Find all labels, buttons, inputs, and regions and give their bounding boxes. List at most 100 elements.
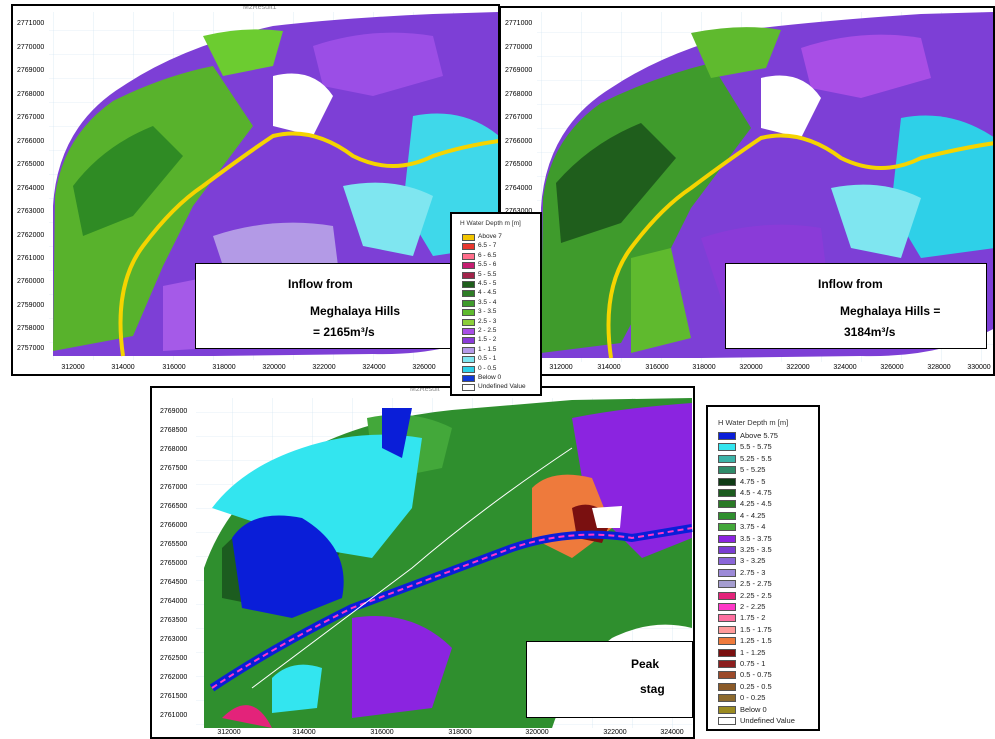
legend-swatch bbox=[718, 557, 736, 566]
y-tick: 2765500 bbox=[160, 541, 188, 548]
legend-item: 3 - 3.5 bbox=[462, 308, 542, 317]
legend-label: 3 - 3.25 bbox=[740, 556, 766, 566]
legend-item: 1.25 - 1.5 bbox=[718, 636, 818, 646]
legend-swatch bbox=[462, 346, 475, 354]
legend-swatch bbox=[718, 660, 736, 668]
legend-swatch bbox=[462, 328, 475, 335]
y-tick: 2769000 bbox=[17, 67, 45, 74]
y-tick: 2768000 bbox=[160, 446, 188, 453]
x-tick: 316000 bbox=[645, 364, 669, 371]
x-tick: 330000 bbox=[967, 364, 991, 371]
peak-stage-caption: Peak stag bbox=[526, 641, 693, 718]
y-tick: 2768500 bbox=[160, 427, 188, 434]
legend-label: 0.25 - 0.5 bbox=[740, 681, 772, 691]
legend-swatch bbox=[718, 625, 736, 634]
x-tick: 312000 bbox=[61, 364, 85, 371]
legend-swatch bbox=[462, 262, 475, 270]
y-tick: 2762000 bbox=[160, 674, 188, 681]
legend-label: Below 0 bbox=[740, 704, 767, 714]
legend-item: Above 5.75 bbox=[718, 431, 818, 441]
legend-item: 3.5 - 3.75 bbox=[718, 534, 818, 544]
x-tick: 322000 bbox=[786, 364, 810, 371]
legend-swatch bbox=[718, 546, 736, 554]
legend-label: 0.5 - 0.75 bbox=[740, 670, 772, 680]
legend-item: 3 - 3.25 bbox=[718, 556, 818, 566]
legend-item: 1.5 - 1.75 bbox=[718, 625, 818, 635]
legend-swatch bbox=[462, 356, 475, 364]
caption-line-1: Inflow from bbox=[818, 277, 883, 291]
legend-label: 1.5 - 1.75 bbox=[740, 624, 772, 634]
y-tick: 2768000 bbox=[17, 91, 45, 98]
legend-label: 5 - 5.5 bbox=[478, 270, 497, 278]
caption-line-3: 3184m³/s bbox=[844, 325, 896, 339]
legend-label: 4.5 - 5 bbox=[478, 280, 497, 287]
legend-label: 5.5 - 6 bbox=[478, 261, 497, 269]
caption-line-1: Peak bbox=[631, 657, 660, 671]
legend-label: 2.25 - 2.5 bbox=[740, 590, 772, 600]
x-tick: 312000 bbox=[217, 729, 241, 736]
y-tick: 2770000 bbox=[505, 44, 533, 51]
legend-item: 0.75 - 1 bbox=[718, 659, 818, 669]
y-tick: 2771000 bbox=[505, 20, 533, 27]
x-tick: 318000 bbox=[212, 364, 236, 371]
legend-swatch bbox=[462, 234, 475, 241]
legend-item: 0.25 - 0.5 bbox=[718, 682, 818, 692]
y-tick: 2766000 bbox=[160, 522, 188, 529]
legend-swatch bbox=[718, 705, 736, 714]
legend-label: 2 - 2.5 bbox=[478, 327, 497, 334]
x-tick: 318000 bbox=[448, 729, 472, 736]
y-tick: 2768000 bbox=[505, 91, 533, 98]
legend-swatch bbox=[718, 671, 736, 680]
legend-label: 1.25 - 1.5 bbox=[740, 636, 772, 646]
legend-item: 5 - 5.5 bbox=[462, 271, 542, 279]
legend-item: Undefined Value bbox=[718, 716, 818, 726]
x-tick: 324000 bbox=[833, 364, 857, 371]
y-tick: 2764000 bbox=[160, 598, 188, 605]
legend-item: 4.5 - 4.75 bbox=[718, 488, 818, 498]
legend-label: 4.75 - 5 bbox=[740, 476, 766, 486]
legend-label: 6 - 6.5 bbox=[478, 251, 497, 259]
map-title: M2Result bbox=[410, 386, 440, 393]
legend-item: 0.5 - 0.75 bbox=[718, 670, 818, 680]
legend-item: 0 - 0.25 bbox=[718, 693, 818, 703]
legend-label: 6.5 - 7 bbox=[478, 242, 497, 250]
legend-label: 2.5 - 2.75 bbox=[740, 579, 772, 589]
legend-swatch bbox=[718, 477, 736, 486]
legend-swatch bbox=[462, 384, 475, 392]
legend-item: 2.25 - 2.5 bbox=[718, 591, 818, 601]
x-tick: 326000 bbox=[880, 364, 904, 371]
y-tick: 2769000 bbox=[160, 408, 188, 415]
legend-label: 5.25 - 5.5 bbox=[740, 453, 772, 463]
x-tick: 322000 bbox=[312, 364, 336, 371]
legend-swatch bbox=[462, 290, 475, 298]
y-tick: 2765000 bbox=[160, 560, 188, 567]
y-tick: 2757000 bbox=[17, 345, 45, 352]
legend-label: 2.5 - 3 bbox=[478, 317, 497, 325]
x-tick: 316000 bbox=[162, 364, 186, 371]
legend-item: 4.25 - 4.5 bbox=[718, 499, 818, 509]
legend-swatch bbox=[462, 243, 475, 251]
legend-swatch bbox=[718, 682, 736, 691]
legend-swatch bbox=[718, 637, 736, 646]
legend-label: 1 - 1.5 bbox=[478, 345, 497, 353]
legend-item: 5 - 5.25 bbox=[718, 465, 818, 475]
legend-label: 3 - 3.5 bbox=[478, 308, 497, 316]
legend-label: 1.5 - 2 bbox=[478, 336, 497, 344]
legend-swatch bbox=[718, 591, 736, 600]
legend-swatch bbox=[462, 281, 475, 288]
caption-line-2: Meghalaya Hills bbox=[310, 304, 401, 318]
legend-label: 2.75 - 3 bbox=[740, 567, 766, 577]
x-tick: 318000 bbox=[692, 364, 716, 371]
legend-item: 4 - 4.25 bbox=[718, 511, 818, 521]
legend-item: 2 - 2.25 bbox=[718, 602, 818, 612]
legend-swatch bbox=[462, 337, 475, 345]
inflow-caption-2165: Inflow from Meghalaya Hills = 2165m³/s bbox=[195, 263, 454, 349]
y-tick: 2761500 bbox=[160, 693, 188, 700]
legend-label: 0 - 0.25 bbox=[740, 693, 766, 703]
legend-label: 3.5 - 3.75 bbox=[740, 533, 772, 543]
legend-item: 4.5 - 5 bbox=[462, 280, 542, 288]
legend-swatch bbox=[718, 500, 736, 509]
x-tick: 324000 bbox=[362, 364, 386, 371]
legend-swatch bbox=[718, 603, 736, 611]
y-tick: 2764000 bbox=[17, 185, 45, 192]
